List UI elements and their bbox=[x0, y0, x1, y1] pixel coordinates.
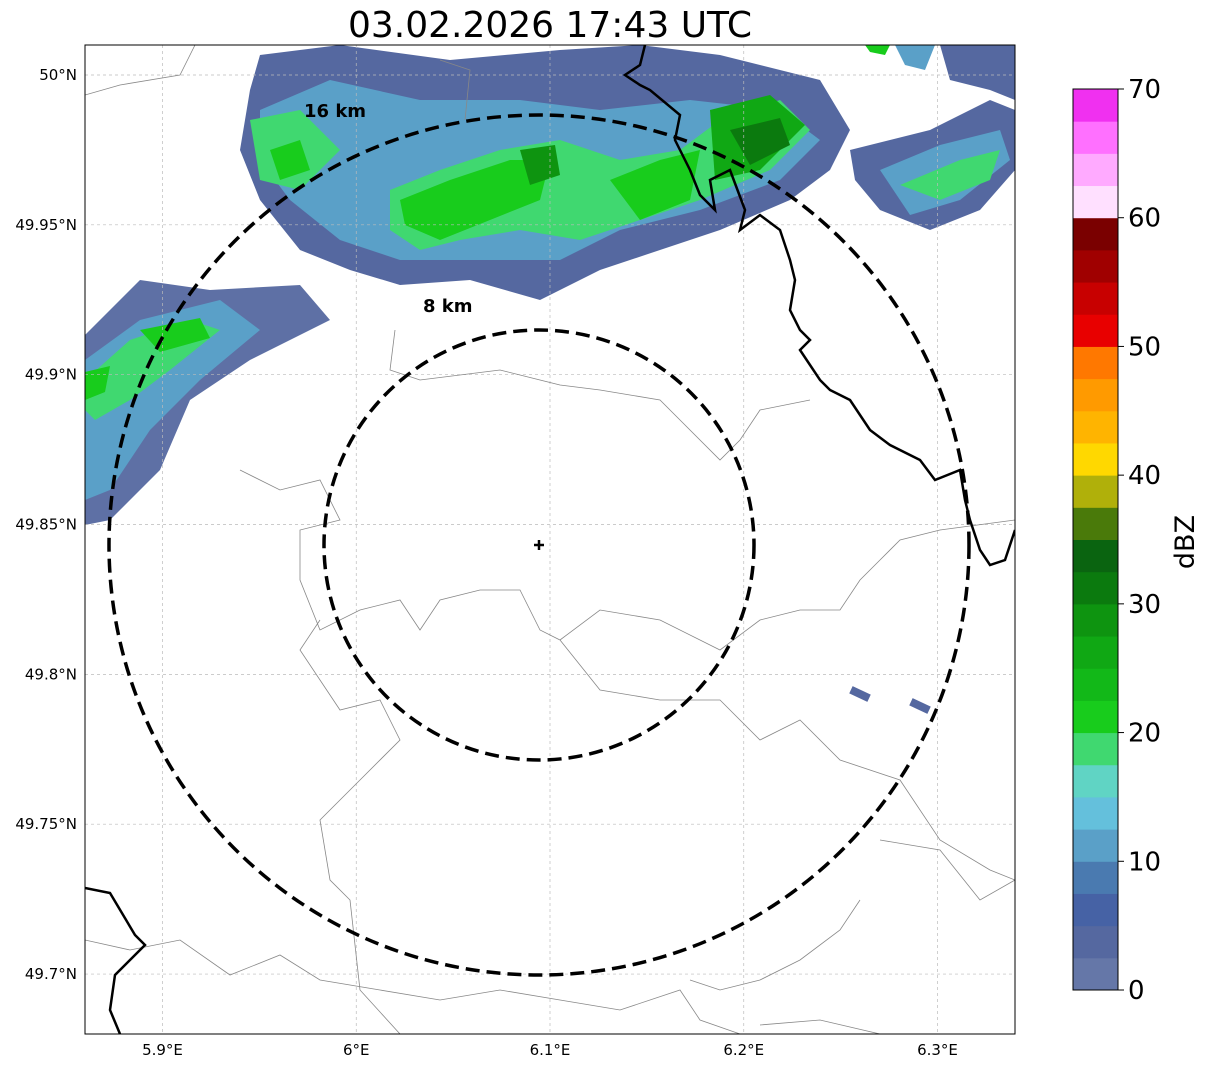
range-rings: 16 km 8 km bbox=[107, 101, 971, 977]
colorbar-frame bbox=[1072, 88, 1119, 991]
y-tick-label: 49.85°N bbox=[15, 516, 77, 534]
y-tick-label: 49.9°N bbox=[25, 366, 77, 384]
echo-blob bbox=[730, 118, 790, 165]
colorbar-segment bbox=[1073, 442, 1118, 476]
echo-blob bbox=[909, 698, 931, 714]
x-tick-label: 5.9°E bbox=[142, 1041, 183, 1059]
echo-blob bbox=[85, 320, 220, 420]
y-tick-label: 49.8°N bbox=[25, 665, 77, 683]
gridlines bbox=[85, 45, 1015, 1034]
range-ring-16km bbox=[107, 113, 971, 977]
echo-blob bbox=[849, 686, 871, 702]
x-tick-label: 6°E bbox=[343, 1041, 370, 1059]
range-ring-8km bbox=[322, 328, 756, 762]
colorbar-segment bbox=[1073, 475, 1118, 508]
colorbar-segment bbox=[1073, 796, 1118, 830]
plus-icon bbox=[534, 540, 544, 550]
colorbar-tick-label: 20 bbox=[1128, 719, 1161, 749]
x-axis-labels: 5.9°E 6°E 6.1°E 6.2°E 6.3°E bbox=[142, 1041, 958, 1059]
colorbar-segment bbox=[1073, 378, 1118, 412]
echo-blob bbox=[270, 140, 310, 180]
echo-blob bbox=[400, 160, 550, 240]
colorbar-segment bbox=[1073, 571, 1118, 605]
ring-label-16km: 16 km bbox=[304, 101, 366, 122]
colorbar-segment bbox=[1073, 507, 1118, 540]
colorbar-segment bbox=[1073, 249, 1118, 283]
colorbar-segment bbox=[1073, 346, 1118, 380]
colorbar-segment bbox=[1073, 410, 1118, 444]
echo-blob bbox=[865, 45, 890, 55]
radar-echoes bbox=[85, 45, 1015, 714]
y-axis-labels: 50°N 49.95°N 49.9°N 49.85°N 49.8°N 49.75°N 49.… bbox=[15, 66, 77, 983]
colorbar: 0 10 20 30 40 50 60 70 dBZ bbox=[1072, 75, 1201, 1006]
echo-band-northeast bbox=[850, 45, 1015, 230]
colorbar-tick-label: 10 bbox=[1128, 847, 1161, 877]
colorbar-segment bbox=[1073, 893, 1118, 927]
colorbar-segment bbox=[1073, 314, 1118, 347]
y-tick-label: 50°N bbox=[39, 66, 77, 84]
colorbar-segment bbox=[1073, 603, 1118, 637]
colorbar-segment bbox=[1073, 185, 1118, 219]
colorbar-segment bbox=[1073, 732, 1118, 766]
map-title: 03.02.2026 17:43 UTC bbox=[347, 5, 753, 46]
colorbar-segment bbox=[1073, 121, 1118, 154]
ring-label-8km: 8 km bbox=[423, 296, 473, 317]
colorbar-segment bbox=[1073, 217, 1118, 251]
echo-blob bbox=[940, 45, 1015, 100]
colorbar-tick-label: 60 bbox=[1128, 204, 1161, 234]
echo-band-north bbox=[240, 45, 850, 300]
colorbar-tick-label: 30 bbox=[1128, 590, 1161, 620]
y-tick-label: 49.95°N bbox=[15, 216, 77, 234]
colorbar-tick-label: 50 bbox=[1128, 332, 1161, 362]
country-border bbox=[85, 886, 147, 1034]
colorbar-tick-label: 0 bbox=[1128, 976, 1145, 1006]
colorbar-segment bbox=[1073, 153, 1118, 187]
colorbar-segment bbox=[1073, 539, 1118, 573]
colorbar-segment bbox=[1073, 282, 1118, 315]
echo-blob bbox=[610, 150, 700, 220]
colorbar-tick-label: 40 bbox=[1128, 461, 1161, 491]
colorbar-tick-label: 70 bbox=[1128, 75, 1161, 105]
echo-blob bbox=[900, 150, 1000, 200]
colorbar-segment bbox=[1073, 957, 1118, 991]
colorbar-label: dBZ bbox=[1170, 515, 1201, 569]
x-tick-label: 6.1°E bbox=[530, 1041, 571, 1059]
map-frame bbox=[84, 44, 1016, 1035]
colorbar-segment bbox=[1073, 636, 1118, 669]
echo-isolated bbox=[849, 686, 931, 714]
y-tick-label: 49.75°N bbox=[15, 815, 77, 833]
echo-blob bbox=[895, 45, 935, 70]
y-tick-label: 49.7°N bbox=[25, 965, 77, 983]
colorbar-segment bbox=[1073, 829, 1118, 862]
colorbar-segment bbox=[1073, 700, 1118, 734]
x-tick-label: 6.2°E bbox=[723, 1041, 764, 1059]
colorbar-segment bbox=[1073, 925, 1118, 959]
colorbar-segment bbox=[1073, 764, 1118, 798]
x-tick-label: 6.3°E bbox=[917, 1041, 958, 1059]
colorbar-segment bbox=[1073, 89, 1118, 122]
municipal-border bbox=[85, 45, 1015, 1034]
colorbar-segment bbox=[1073, 861, 1118, 894]
colorbar-segment bbox=[1073, 668, 1118, 701]
